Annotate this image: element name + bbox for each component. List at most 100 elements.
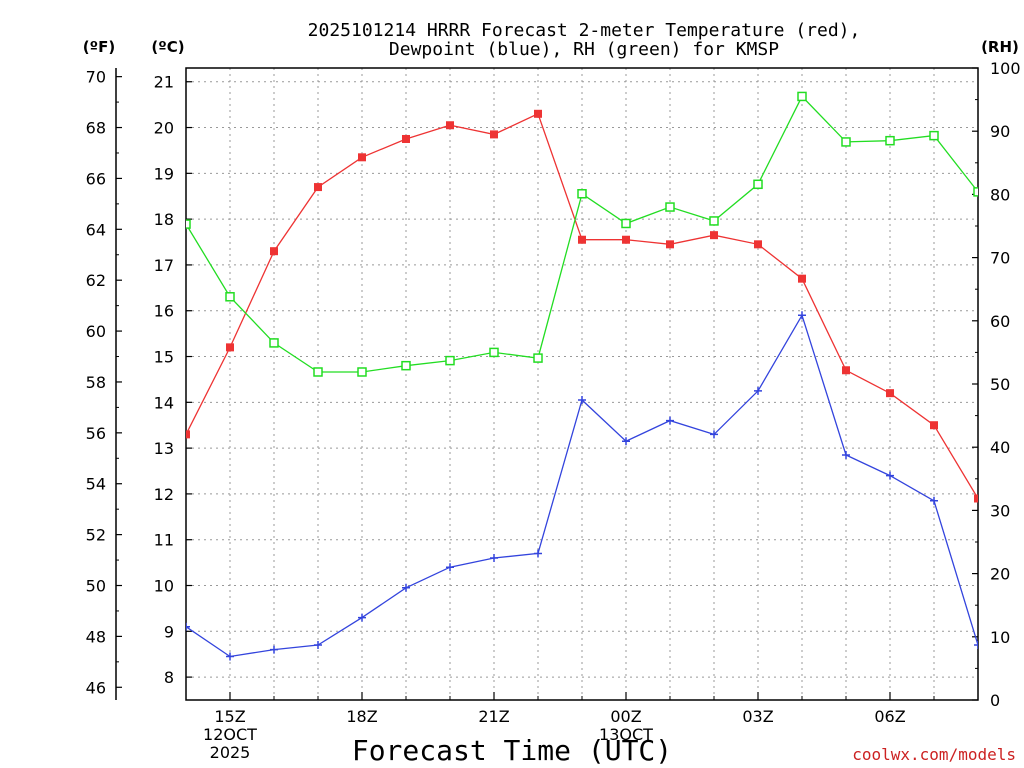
dewpoint-point bbox=[666, 416, 674, 425]
temperature-point bbox=[534, 109, 542, 118]
rh-line bbox=[186, 95, 978, 373]
dewpoint-point bbox=[358, 613, 366, 622]
dewpoint-point bbox=[402, 583, 410, 592]
x-tick-label: 06Z bbox=[874, 707, 905, 726]
dewpoint-point bbox=[842, 450, 850, 459]
temperature-point bbox=[886, 389, 894, 398]
temperature-point bbox=[186, 430, 190, 439]
rh-point bbox=[357, 367, 367, 377]
x-axis-label: Forecast Time (UTC) bbox=[352, 734, 672, 767]
celsius-tick-label: 17 bbox=[154, 256, 174, 275]
rh-point bbox=[533, 353, 543, 363]
dewpoint-point bbox=[886, 471, 894, 480]
rh-tick-label: 50 bbox=[990, 375, 1010, 394]
temperature-point bbox=[622, 235, 630, 244]
dewpoint-point bbox=[974, 641, 978, 650]
watermark: coolwx.com/models bbox=[852, 745, 1016, 764]
x-tick-label: 03Z bbox=[742, 707, 773, 726]
rh-tick-label: 70 bbox=[990, 249, 1010, 268]
axes: 46 48 50 52 54 56 58 60 62 64 66 68 70 8 9 10 11 12 13 14 15… bbox=[86, 59, 1021, 762]
fahrenheit-tick-label: 64 bbox=[86, 220, 106, 239]
x-tick-label: 00Z bbox=[610, 707, 641, 726]
celsius-tick-label: 12 bbox=[154, 485, 174, 504]
rh-tick-label: 90 bbox=[990, 122, 1010, 141]
plot-frame bbox=[185, 67, 979, 701]
fahrenheit-tick-label: 66 bbox=[86, 169, 106, 188]
x-tick-label: 2025 bbox=[210, 743, 251, 762]
celsius-tick-label: 11 bbox=[154, 531, 174, 550]
fahrenheit-tick-label: 58 bbox=[86, 373, 106, 392]
celsius-tick-label: 19 bbox=[154, 164, 174, 183]
dewpoint-point bbox=[270, 645, 278, 654]
dewpoint-point bbox=[798, 311, 806, 320]
temperature-point bbox=[754, 240, 762, 249]
dewpoint-point bbox=[314, 641, 322, 650]
dewpoint-point bbox=[578, 396, 586, 405]
rh-tick-label: 20 bbox=[990, 565, 1010, 584]
rh-point bbox=[797, 91, 807, 102]
temperature-point bbox=[270, 247, 278, 256]
temperature-point bbox=[314, 183, 322, 192]
rh-point bbox=[709, 216, 719, 226]
rh-point bbox=[885, 135, 895, 146]
rh-axis-label: (RH) bbox=[981, 38, 1019, 56]
series-layer bbox=[186, 91, 978, 661]
temperature-point bbox=[974, 494, 978, 503]
rh-point bbox=[841, 137, 851, 147]
temperature-point bbox=[226, 343, 234, 352]
rh-point bbox=[313, 367, 323, 377]
dewpoint-point bbox=[754, 386, 762, 395]
title-line-2: Dewpoint (blue), RH (green) for KMSP bbox=[389, 39, 779, 60]
fahrenheit-tick-label: 60 bbox=[86, 322, 106, 341]
x-tick-label: 21Z bbox=[478, 707, 509, 726]
celsius-tick-label: 10 bbox=[154, 577, 174, 596]
x-tick-label: 13OCT bbox=[599, 725, 653, 744]
rh-tick-label: 30 bbox=[990, 501, 1010, 520]
rh-tick-label: 100 bbox=[990, 59, 1021, 78]
fahrenheit-tick-label: 54 bbox=[86, 475, 106, 494]
temperature-point bbox=[446, 121, 454, 130]
rh-point bbox=[665, 202, 675, 212]
rh-tick-label: 80 bbox=[990, 185, 1010, 204]
rh-point bbox=[621, 218, 631, 229]
celsius-tick-label: 16 bbox=[154, 302, 174, 321]
temperature-point bbox=[930, 421, 938, 430]
celsius-axis-label: (ºC) bbox=[151, 38, 184, 56]
rh-point bbox=[489, 347, 499, 358]
temperature-point bbox=[798, 274, 806, 283]
fahrenheit-tick-label: 70 bbox=[86, 68, 106, 87]
title-line-1: 2025101214 HRRR Forecast 2-meter Tempera… bbox=[308, 20, 861, 41]
celsius-tick-label: 13 bbox=[154, 439, 174, 458]
celsius-tick-label: 8 bbox=[164, 668, 174, 687]
rh-point bbox=[269, 338, 279, 348]
dewpoint-line bbox=[186, 313, 978, 658]
temperature-point bbox=[490, 130, 498, 139]
celsius-tick-label: 15 bbox=[154, 348, 174, 367]
x-tick-label: 15Z bbox=[214, 707, 245, 726]
celsius-tick-label: 9 bbox=[164, 622, 174, 641]
celsius-tick-label: 21 bbox=[154, 73, 174, 92]
rh-point bbox=[973, 187, 978, 197]
temperature-series bbox=[186, 109, 978, 503]
grid-lines bbox=[186, 68, 978, 700]
fahrenheit-tick-label: 52 bbox=[86, 526, 106, 545]
fahrenheit-tick-label: 50 bbox=[86, 577, 106, 596]
rh-series bbox=[186, 91, 978, 377]
rh-tick-label: 10 bbox=[990, 628, 1010, 647]
rh-point bbox=[929, 130, 939, 141]
fahrenheit-tick-label: 48 bbox=[86, 627, 106, 646]
fahrenheit-tick-label: 56 bbox=[86, 424, 106, 443]
chart-title: 2025101214 HRRR Forecast 2-meter Tempera… bbox=[308, 20, 861, 60]
temperature-point bbox=[666, 240, 674, 249]
fahrenheit-tick-label: 46 bbox=[86, 678, 106, 697]
temperature-point bbox=[358, 153, 366, 162]
rh-point bbox=[577, 189, 587, 199]
dewpoint-point bbox=[534, 549, 542, 558]
temperature-point bbox=[842, 366, 850, 375]
temperature-point bbox=[578, 235, 586, 244]
rh-point bbox=[401, 360, 411, 371]
temperature-point bbox=[402, 134, 410, 143]
dewpoint-point bbox=[930, 496, 938, 505]
dewpoint-point bbox=[446, 563, 454, 572]
